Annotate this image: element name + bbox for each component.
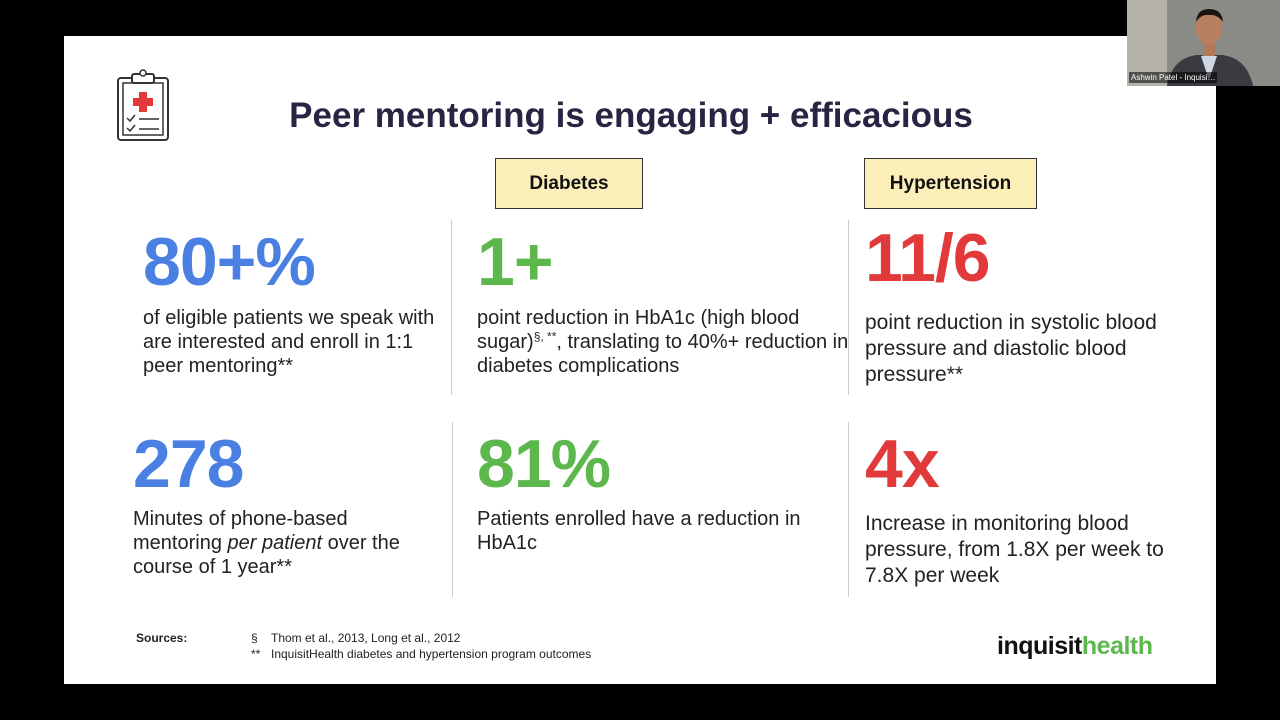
stat-figure: 1+ — [477, 224, 554, 300]
source-marker: ** — [251, 647, 261, 661]
source-text: InquisitHealth diabetes and hypertension… — [271, 647, 592, 661]
participant-video — [1127, 0, 1280, 86]
stat-description: point reduction in HbA1c (high blood sug… — [477, 306, 849, 378]
description-text: Increase in monitoring blood pressure, f… — [865, 512, 1164, 587]
divider — [452, 422, 453, 597]
stat-description: of eligible patients we speak with are i… — [143, 306, 443, 378]
divider — [848, 422, 849, 597]
divider — [848, 220, 849, 395]
slide-title: Peer mentoring is engaging + efficacious — [289, 96, 973, 135]
stat-description: point reduction in systolic blood pressu… — [865, 310, 1165, 388]
stat-description: Patients enrolled have a reduction in Hb… — [477, 507, 827, 555]
slide — [64, 36, 1216, 684]
logo-text: health — [1081, 632, 1153, 660]
stat-figure: 81% — [477, 426, 611, 502]
divider — [451, 220, 452, 395]
stat-figure: 11/6 — [865, 220, 991, 296]
stat-description: Minutes of phone-based mentoring per pat… — [133, 507, 433, 579]
participant-name: Ashwin Patel - Inquisi… — [1129, 72, 1218, 83]
stat-figure: 80+% — [143, 224, 316, 300]
description-text: per patient — [227, 532, 323, 554]
clipboard-icon — [117, 69, 169, 141]
sources-label: Sources: — [136, 631, 188, 645]
column-header: Hypertension — [864, 158, 1037, 209]
description-text: , translating to 40%+ reduction in diabe… — [477, 331, 849, 377]
source-text: Thom et al., 2013, Long et al., 2012 — [271, 631, 461, 645]
stat-figure: 4x — [865, 426, 940, 502]
description-text: over the course of 1 year** — [133, 532, 400, 578]
description-text: §, ** — [533, 329, 557, 344]
stat-description: Increase in monitoring blood pressure, f… — [865, 511, 1195, 589]
description-text: of eligible patients we speak with are i… — [143, 307, 435, 377]
description-text: point reduction in HbA1c (high blood sug… — [477, 307, 800, 353]
source-marker: § — [251, 631, 258, 645]
description-text: Patients enrolled have a reduction in Hb… — [477, 508, 801, 554]
logo: inquisithealth — [997, 632, 1153, 661]
description-text: point reduction in systolic blood pressu… — [865, 311, 1157, 386]
logo-text: inquisit — [997, 632, 1082, 660]
video-frame — [1127, 0, 1280, 86]
stat-figure: 278 — [133, 426, 244, 502]
description-text: Minutes of phone-based mentoring — [133, 508, 348, 554]
column-header: Diabetes — [495, 158, 643, 209]
